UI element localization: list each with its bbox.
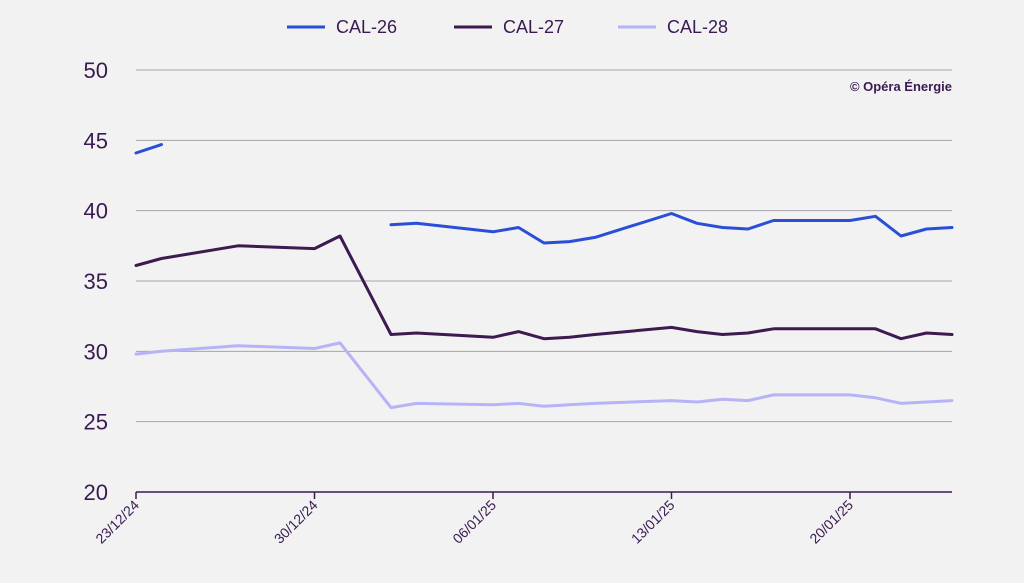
y-tick-label-35: 35 bbox=[84, 269, 108, 294]
legend: CAL-26 CAL-27 CAL-28 bbox=[287, 17, 728, 37]
y-tick-label-20: 20 bbox=[84, 480, 108, 505]
y-tick-label-45: 45 bbox=[84, 128, 108, 153]
x-tick-label-4: 20/01/25 bbox=[806, 497, 856, 547]
y-tick-label-40: 40 bbox=[84, 199, 108, 224]
x-axis: 23/12/24 30/12/24 06/01/25 13/01/25 20/01/25 bbox=[92, 491, 952, 547]
x-tick-label-3: 13/01/25 bbox=[628, 497, 678, 547]
series-lines bbox=[134, 143, 954, 410]
y-tick-label-30: 30 bbox=[84, 339, 108, 364]
gridlines bbox=[136, 69, 952, 423]
series-line-cal-28 bbox=[134, 341, 954, 410]
chart-credit: © Opéra Énergie bbox=[850, 79, 952, 94]
x-tick-label-1: 30/12/24 bbox=[271, 497, 321, 547]
series-line-cal-26 bbox=[134, 143, 954, 245]
y-tick-label-50: 50 bbox=[84, 58, 108, 83]
y-tick-label-25: 25 bbox=[84, 410, 108, 435]
series-line-cal-27 bbox=[134, 234, 954, 341]
legend-label-cal-26: CAL-26 bbox=[336, 17, 397, 37]
x-tick-label-2: 06/01/25 bbox=[449, 497, 499, 547]
legend-label-cal-27: CAL-27 bbox=[503, 17, 564, 37]
y-axis-ticks: 20 25 30 35 40 45 50 bbox=[84, 58, 108, 505]
legend-label-cal-28: CAL-28 bbox=[667, 17, 728, 37]
